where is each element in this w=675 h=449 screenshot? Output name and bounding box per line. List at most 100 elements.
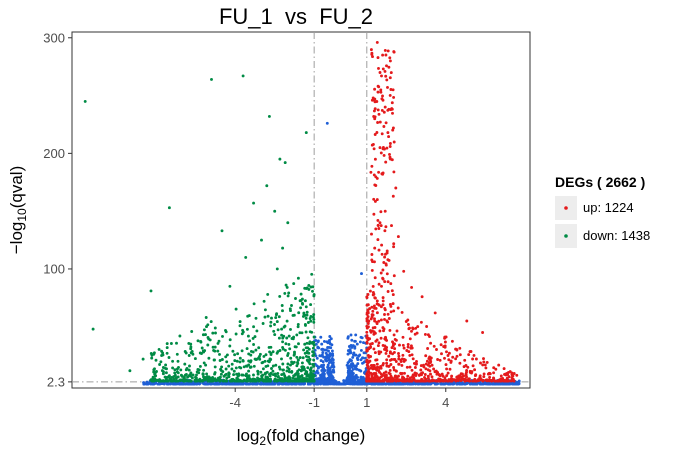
- point-not-significant: [362, 341, 365, 345]
- point-down: [171, 366, 175, 370]
- point-down: [193, 379, 197, 383]
- point-down: [285, 319, 289, 323]
- point-up: [388, 368, 392, 372]
- point-down: [289, 309, 292, 313]
- point-down: [280, 379, 284, 383]
- point-down: [301, 356, 305, 360]
- point-up: [373, 199, 377, 203]
- point-not-significant: [486, 382, 490, 386]
- point-down: [240, 332, 244, 336]
- x-tick-label: -1: [308, 395, 320, 410]
- point-up: [382, 125, 386, 128]
- point-up: [510, 373, 514, 377]
- point-down: [149, 289, 153, 293]
- point-up: [398, 343, 401, 347]
- point-not-significant: [478, 382, 482, 386]
- point-down: [211, 345, 215, 349]
- point-down: [274, 374, 278, 378]
- point-up: [443, 356, 446, 360]
- point-up: [467, 353, 471, 357]
- point-down: [273, 323, 276, 326]
- point-down: [220, 358, 224, 361]
- point-down: [247, 363, 251, 367]
- point-down: [262, 379, 266, 383]
- point-up: [384, 160, 388, 164]
- point-down: [187, 354, 191, 357]
- point-up: [515, 373, 519, 377]
- point-down: [171, 359, 175, 363]
- point-down: [177, 365, 180, 369]
- point-down: [247, 374, 251, 378]
- point-up: [443, 376, 447, 380]
- point-down: [296, 322, 300, 326]
- point-down: [179, 368, 183, 372]
- point-up: [478, 374, 482, 378]
- point-down: [202, 368, 206, 372]
- point-not-significant: [347, 381, 351, 385]
- legend: DEGs ( 2662 ) up: 1224 down: 1438: [555, 174, 650, 248]
- point-down: [160, 369, 164, 373]
- point-up: [459, 379, 463, 383]
- point-down: [255, 357, 259, 361]
- point-down: [276, 350, 280, 354]
- point-up: [390, 289, 394, 293]
- point-not-significant: [358, 378, 362, 382]
- point-down: [285, 369, 289, 373]
- point-down: [307, 360, 311, 364]
- point-up: [512, 372, 516, 375]
- point-up: [375, 131, 379, 134]
- point-up: [411, 375, 415, 379]
- point-up: [376, 223, 380, 227]
- point-down: [164, 371, 168, 375]
- point-up: [372, 304, 376, 308]
- x-tick-label: 4: [442, 395, 449, 410]
- point-not-significant: [317, 377, 321, 381]
- point-down: [175, 341, 178, 345]
- point-down: [287, 291, 291, 295]
- point-not-significant: [327, 374, 331, 378]
- point-up: [392, 274, 396, 278]
- point-up: [372, 332, 376, 336]
- point-up: [387, 107, 391, 111]
- point-down: [312, 353, 316, 357]
- point-up: [367, 355, 371, 359]
- x-tick-label: 1: [363, 395, 370, 410]
- point-down: [241, 74, 245, 78]
- point-down: [247, 369, 251, 373]
- point-not-significant: [361, 377, 365, 381]
- point-up: [392, 309, 396, 313]
- point-not-significant: [202, 382, 206, 386]
- point-up: [416, 325, 420, 329]
- point-down: [195, 373, 198, 377]
- point-down: [283, 348, 287, 352]
- point-not-significant: [358, 340, 362, 344]
- point-not-significant: [358, 353, 362, 357]
- point-up: [446, 379, 450, 383]
- point-down: [299, 292, 303, 296]
- point-down: [291, 379, 295, 383]
- point-not-significant: [350, 338, 354, 342]
- point-down: [196, 339, 200, 343]
- point-not-significant: [326, 368, 330, 372]
- point-up: [370, 258, 374, 262]
- point-not-significant: [321, 351, 325, 354]
- point-not-significant: [316, 340, 320, 344]
- point-up: [377, 66, 380, 70]
- point-not-significant: [406, 382, 409, 386]
- point-down: [283, 377, 287, 381]
- point-not-significant: [329, 376, 333, 380]
- point-up: [502, 378, 506, 382]
- point-up: [375, 299, 379, 303]
- point-up: [379, 271, 383, 275]
- point-up: [376, 218, 380, 222]
- point-up: [370, 143, 374, 147]
- point-not-significant: [359, 369, 363, 373]
- point-not-significant: [326, 346, 330, 349]
- point-up: [488, 375, 492, 379]
- point-up: [383, 105, 387, 109]
- point-up: [384, 335, 387, 339]
- point-up: [392, 245, 396, 249]
- point-up: [450, 374, 454, 378]
- point-down: [298, 356, 302, 360]
- legend-dot-down: [564, 234, 568, 238]
